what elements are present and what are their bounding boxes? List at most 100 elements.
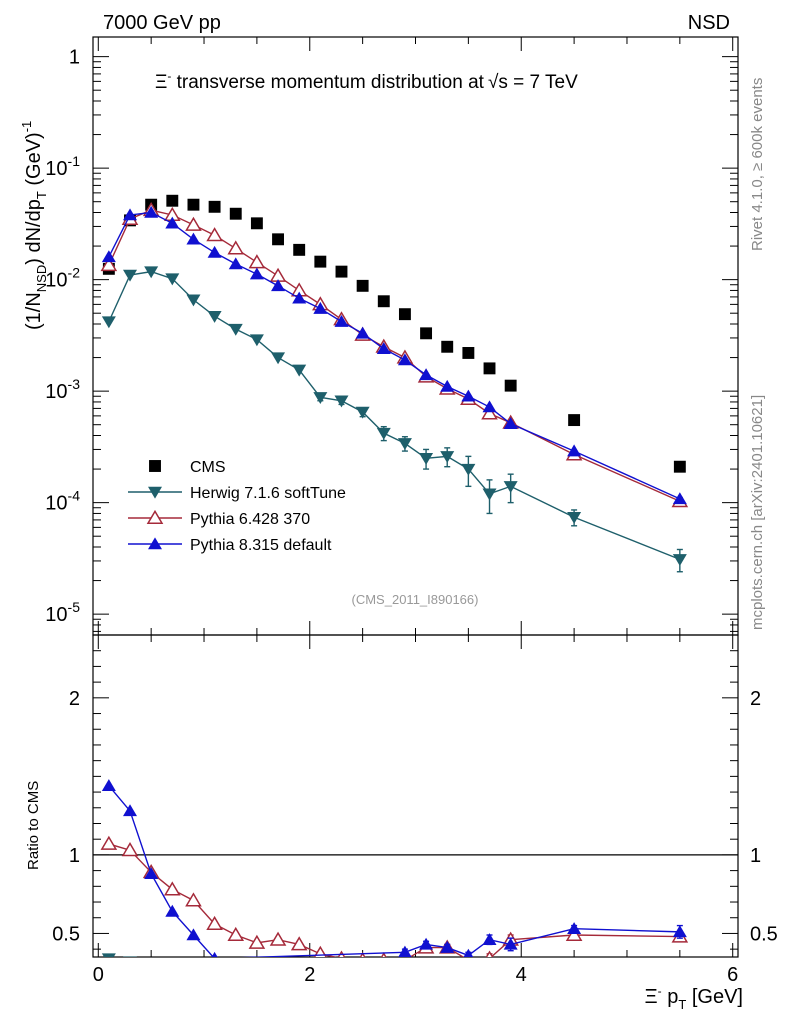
x-axis-label: Ξ- pT [GeV] — [645, 984, 743, 1012]
y-tick-label: 1 — [69, 47, 80, 69]
ratio-line-herwig-7-1-6-softtune — [109, 959, 130, 962]
ratio-point-herwig-7-1-6-softtune — [123, 956, 138, 957]
data-point-cms — [229, 207, 242, 220]
ratio-point-pythia-8-315-default — [211, 951, 218, 957]
data-point-pythia-6-428-370 — [100, 256, 118, 272]
data-point-pythia-8-315-default — [228, 257, 243, 270]
data-point-cms — [420, 327, 433, 340]
ratio-point-pythia-8-315-default — [165, 904, 180, 917]
ratio-point-pythia-6-428-370 — [206, 915, 223, 931]
data-point-cms — [504, 379, 517, 392]
series-line-pythia-6-428-370 — [108, 209, 681, 502]
data-point-cms — [356, 279, 369, 292]
data-point-cms — [272, 233, 284, 246]
data-point-cms — [483, 362, 496, 375]
legend-label-pythia-8-315-default: Pythia 8.315 default — [190, 537, 332, 554]
data-point-herwig-7-1-6-softtune — [461, 463, 476, 476]
data-point-cms — [673, 460, 686, 473]
ratio-point-pythia-6-428-370 — [248, 934, 266, 949]
ratio-point-pythia-8-315-default — [463, 948, 474, 957]
data-point-cms — [462, 347, 475, 359]
data-point-herwig-7-1-6-softtune — [123, 269, 138, 282]
data-point-pythia-8-315-default — [461, 389, 476, 402]
data-point-cms — [377, 295, 390, 308]
legend-marker-pythia-8-315-default — [148, 537, 162, 550]
ratio-y-tick-label-right: 1 — [750, 845, 761, 867]
ratio-point-pythia-6-428-370 — [100, 835, 118, 850]
data-point-cms — [398, 308, 411, 321]
ratio-point-pythia-8-315-default — [123, 804, 138, 817]
x-tick-label: 2 — [304, 964, 315, 986]
data-point-pythia-6-428-370 — [206, 227, 223, 242]
ratio-plot-frame — [92, 634, 739, 958]
data-point-pythia-6-428-370 — [248, 254, 266, 269]
data-point-pythia-8-315-default — [165, 216, 180, 229]
ratio-point-pythia-8-315-default — [482, 933, 497, 945]
data-point-cms — [250, 217, 263, 230]
data-point-cms — [187, 198, 200, 211]
ratio-point-pythia-6-428-370 — [227, 926, 245, 942]
data-point-cms — [293, 243, 306, 256]
data-point-herwig-7-1-6-softtune — [419, 453, 434, 465]
ratio-line-pythia-6-428-370 — [108, 843, 680, 957]
legend-marker-herwig-7-1-6-softtune — [148, 486, 162, 499]
ratio-point-pythia-6-428-370 — [121, 842, 139, 857]
data-point-herwig-7-1-6-softtune — [397, 438, 412, 451]
data-point-herwig-7-1-6-softtune — [567, 511, 582, 524]
data-point-herwig-7-1-6-softtune — [186, 294, 201, 307]
data-point-herwig-7-1-6-softtune — [101, 316, 116, 329]
ratio-point-pythia-8-315-default — [101, 779, 116, 792]
data-point-pythia-8-315-default — [419, 368, 434, 381]
data-point-pythia-8-315-default — [482, 400, 497, 413]
x-tick-label: 6 — [727, 964, 738, 986]
y-tick-label: 10-4 — [45, 488, 80, 515]
y-tick-label: 10-5 — [45, 599, 80, 626]
data-point-herwig-7-1-6-softtune — [672, 554, 687, 567]
data-point-pythia-6-428-370 — [227, 240, 245, 255]
data-point-herwig-7-1-6-softtune — [228, 323, 243, 336]
ratio-point-herwig-7-1-6-softtune — [101, 953, 116, 957]
ratio-y-tick-label-right: 0.5 — [750, 923, 778, 945]
data-point-cms — [166, 194, 179, 207]
data-point-herwig-7-1-6-softtune — [313, 392, 328, 404]
data-point-herwig-7-1-6-softtune — [207, 310, 222, 323]
data-point-pythia-8-315-default — [292, 291, 307, 304]
y-tick-label: 10-2 — [45, 265, 80, 292]
legend-label-cms: CMS — [190, 459, 226, 476]
data-point-herwig-7-1-6-softtune — [292, 364, 307, 377]
data-point-herwig-7-1-6-softtune — [355, 406, 370, 419]
ratio-y-tick-label-left: 0.5 — [52, 923, 80, 945]
ratio-point-pythia-6-428-370 — [359, 952, 366, 957]
legend: CMS Herwig 7.1.6 softTune Pythia 6.428 370… — [128, 459, 346, 554]
ratio-y-tick-label-left: 2 — [69, 688, 80, 710]
ratio-point-pythia-8-315-default — [398, 945, 412, 957]
rivet-version-label: Rivet 4.1.0, ≥ 600k events — [749, 78, 766, 251]
data-point-pythia-8-315-default — [313, 301, 328, 314]
ratio-point-pythia-6-428-370 — [485, 950, 494, 957]
y-tick-label: 10-1 — [45, 153, 80, 180]
series-line-pythia-8-315-default — [108, 211, 681, 500]
ratio-point-pythia-8-315-default — [186, 928, 201, 941]
ratio-point-pythia-8-315-default — [419, 937, 434, 950]
data-point-pythia-8-315-default — [186, 232, 201, 245]
mcplots-reference-label: mcplots.cern.ch [arXiv:2401.10621] — [749, 395, 766, 630]
data-point-pythia-8-315-default — [672, 492, 687, 505]
data-point-pythia-6-428-370 — [185, 216, 202, 231]
data-point-pythia-8-315-default — [101, 250, 116, 263]
ratio-point-pythia-8-315-default — [503, 937, 518, 950]
x-tick-label: 0 — [93, 964, 104, 986]
series-line-herwig-7-1-6-softtune — [108, 270, 681, 561]
ratio-point-pythia-6-428-370 — [269, 931, 287, 946]
data-point-cms — [335, 265, 348, 278]
ratio-point-pythia-6-428-370 — [163, 881, 181, 896]
data-point-pythia-8-315-default — [503, 417, 518, 429]
sqrt-symbol: √ — [488, 72, 499, 93]
ratio-point-pythia-6-428-370 — [380, 952, 387, 957]
legend-label-herwig-7-1-6-softtune: Herwig 7.1.6 softTune — [190, 485, 346, 502]
data-point-cms — [208, 200, 221, 213]
y-tick-label: 10-3 — [45, 376, 80, 403]
data-point-pythia-8-315-default — [207, 245, 222, 258]
ratio-point-pythia-8-315-default — [567, 922, 582, 934]
ratio-point-pythia-8-315-default — [144, 867, 159, 880]
ratio-point-pythia-6-428-370 — [565, 926, 583, 942]
